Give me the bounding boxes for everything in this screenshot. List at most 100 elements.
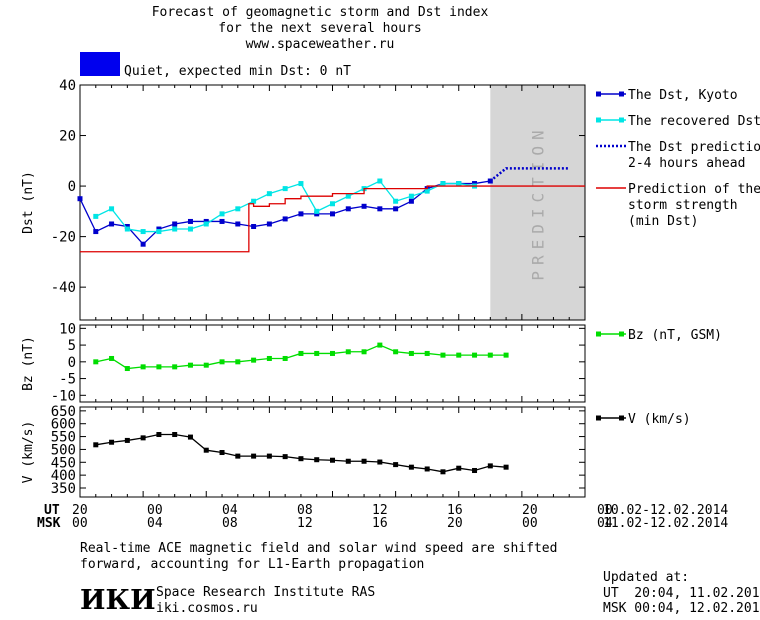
data-point bbox=[456, 181, 462, 187]
data-point bbox=[377, 206, 383, 212]
status-swatch bbox=[80, 52, 120, 76]
data-point bbox=[345, 206, 351, 212]
data-point bbox=[251, 357, 257, 363]
y-tick-label: 600 bbox=[51, 417, 76, 433]
data-point bbox=[172, 364, 178, 370]
data-point bbox=[140, 364, 146, 370]
ut-tick-label: 00 bbox=[147, 503, 163, 518]
data-point bbox=[393, 349, 399, 355]
data-point bbox=[266, 355, 272, 361]
legend-label: Bz (nT, GSM) bbox=[628, 328, 722, 343]
data-point bbox=[408, 464, 414, 470]
data-point bbox=[235, 359, 241, 365]
y-tick-label: 0 bbox=[68, 179, 76, 195]
data-point bbox=[424, 466, 430, 472]
data-point bbox=[93, 359, 99, 365]
data-point bbox=[266, 453, 272, 459]
data-point bbox=[472, 468, 478, 474]
y-tick-label: 10 bbox=[59, 321, 76, 337]
data-point bbox=[330, 457, 335, 463]
data-point bbox=[219, 211, 225, 217]
note-line-1: Real-time ACE magnetic field and solar w… bbox=[80, 541, 558, 556]
data-point bbox=[330, 201, 335, 207]
status-text: Quiet, expected min Dst: 0 nT bbox=[124, 64, 351, 79]
y-tick-label: 350 bbox=[51, 481, 76, 497]
data-point bbox=[187, 226, 193, 232]
y-axis-label: Dst (nT) bbox=[21, 171, 36, 234]
data-point bbox=[345, 193, 351, 199]
legend: The Dst, Kyoto The recovered Dst The Dst p… bbox=[596, 88, 760, 427]
data-point bbox=[456, 465, 462, 471]
msk-tick-label: 08 bbox=[222, 516, 238, 531]
data-point bbox=[472, 181, 478, 187]
legend-marker bbox=[596, 415, 601, 421]
data-point bbox=[235, 206, 241, 212]
data-point bbox=[424, 188, 430, 194]
legend-label: The Dst, Kyoto bbox=[628, 88, 738, 103]
data-point bbox=[282, 454, 288, 460]
panel-frame-3 bbox=[79, 406, 586, 498]
data-point bbox=[440, 352, 446, 358]
data-point bbox=[377, 178, 383, 184]
title-line-1: Forecast of geomagnetic storm and Dst in… bbox=[151, 5, 489, 20]
data-point bbox=[487, 352, 493, 358]
ut-label: UT bbox=[44, 503, 60, 518]
msk-tick-label: 00 bbox=[72, 516, 88, 531]
data-point bbox=[314, 457, 320, 463]
data-point bbox=[203, 362, 209, 368]
data-point bbox=[219, 218, 225, 224]
data-point bbox=[282, 186, 288, 192]
prediction-band bbox=[490, 85, 585, 320]
prediction-label: PREDICTION bbox=[529, 124, 548, 280]
y-tick-label: -5 bbox=[59, 372, 76, 388]
ut-tick-label: 20 bbox=[72, 503, 88, 518]
y-tick-label: -40 bbox=[51, 280, 76, 296]
ut-tick-label: 20 bbox=[522, 503, 538, 518]
legend-label: The Dst prediction bbox=[628, 140, 760, 155]
data-point bbox=[377, 342, 383, 348]
data-point bbox=[330, 211, 335, 217]
data-point bbox=[266, 221, 272, 227]
data-point bbox=[219, 359, 225, 365]
data-point bbox=[314, 350, 320, 356]
data-point bbox=[440, 469, 446, 475]
data-point bbox=[408, 198, 414, 204]
data-point bbox=[298, 456, 304, 462]
legend-marker bbox=[596, 117, 601, 123]
msk-label: MSK bbox=[37, 516, 61, 531]
series-line-1-3 bbox=[489, 167, 570, 182]
data-point bbox=[124, 224, 130, 230]
data-point bbox=[124, 226, 130, 232]
y-axis-label: Bz (nT) bbox=[21, 336, 36, 391]
data-point bbox=[361, 458, 367, 464]
legend-label: The recovered Dst bbox=[628, 114, 760, 129]
data-point bbox=[235, 453, 241, 459]
data-point bbox=[156, 229, 162, 235]
data-point bbox=[77, 196, 83, 202]
data-point bbox=[393, 206, 399, 212]
legend-marker bbox=[596, 91, 601, 97]
data-point bbox=[156, 432, 162, 438]
y-tick-label: 5 bbox=[68, 338, 76, 354]
msk-tick-label: 16 bbox=[372, 516, 388, 531]
iki-logo: ИКИ bbox=[80, 585, 156, 616]
ut-tick-label: 00 bbox=[597, 503, 613, 518]
ut-tick-label: 16 bbox=[447, 503, 463, 518]
institute-url[interactable]: iki.cosmos.ru bbox=[156, 601, 258, 616]
data-point bbox=[203, 221, 209, 227]
ut-tick-label: 12 bbox=[372, 503, 388, 518]
data-point bbox=[203, 447, 209, 453]
legend-label: Prediction of the bbox=[628, 182, 760, 197]
data-point bbox=[487, 463, 493, 469]
legend-label: storm strength bbox=[628, 198, 738, 213]
data-point bbox=[345, 458, 351, 464]
data-point bbox=[187, 434, 193, 440]
data-point bbox=[282, 355, 288, 361]
updated-label: Updated at: bbox=[603, 570, 690, 585]
y-tick-label: 20 bbox=[59, 129, 76, 145]
title-line-2: for the next several hours bbox=[218, 21, 422, 36]
data-point bbox=[393, 462, 399, 468]
data-point bbox=[93, 213, 99, 219]
data-point bbox=[235, 221, 241, 227]
data-point bbox=[503, 352, 509, 358]
